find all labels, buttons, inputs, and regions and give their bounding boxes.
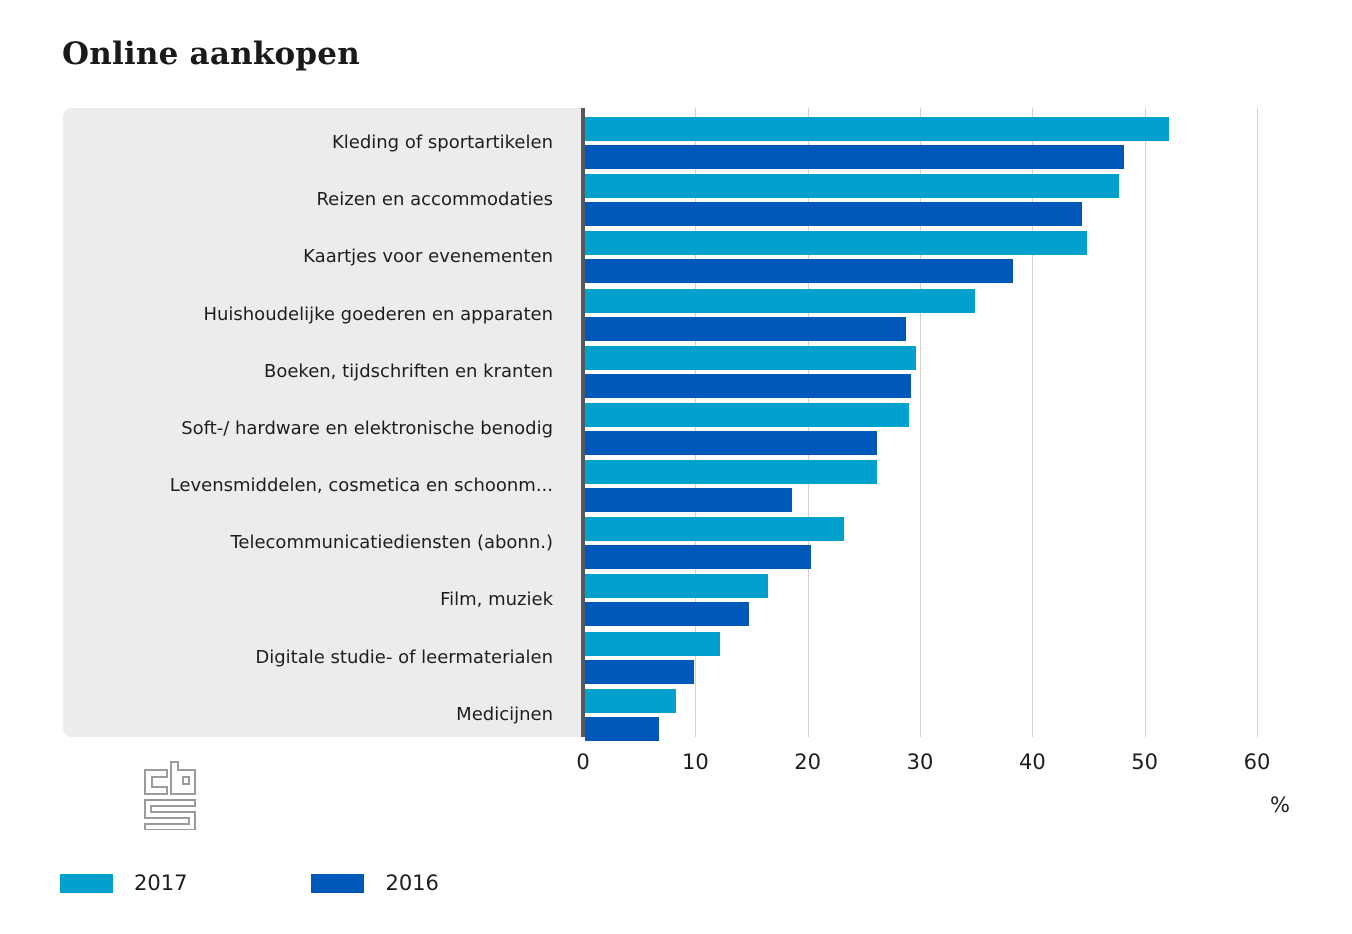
category-label: Kaartjes voor evenementen xyxy=(303,246,553,268)
gridline-60 xyxy=(1257,108,1258,737)
category-label: Soft-/ hardware en elektronische benodig xyxy=(181,417,553,439)
category-label: Levensmiddelen, cosmetica en schoonm... xyxy=(169,475,553,497)
bar-2017-category-10[interactable] xyxy=(585,631,720,656)
bar-2016-category-9[interactable] xyxy=(585,602,749,627)
bar-2016-category-6[interactable] xyxy=(585,430,878,455)
x-axis-tick-labels: 0 10 20 30 40 50 60 xyxy=(576,750,1290,778)
bar-2017-category-9[interactable] xyxy=(585,574,769,599)
bar-2017-category-8[interactable] xyxy=(585,517,845,542)
gridline-50 xyxy=(1144,108,1146,737)
bar-2016-category-2[interactable] xyxy=(585,202,1082,227)
bar-2016-category-1[interactable] xyxy=(585,145,1125,169)
bar-2017-category-7[interactable] xyxy=(585,460,878,485)
bar-2016-category-10[interactable] xyxy=(585,659,694,684)
x-tick-label-60: 60 xyxy=(1243,750,1271,774)
gridline-30 xyxy=(920,108,921,737)
cbs-logo-icon xyxy=(144,761,196,830)
bar-2016-category-8[interactable] xyxy=(585,545,811,570)
x-tick-label-20: 20 xyxy=(794,750,822,774)
chart-legend: 2017 2016 xyxy=(60,871,439,895)
bar-2016-category-4[interactable] xyxy=(585,316,907,341)
category-label: Kleding of sportartikelen xyxy=(331,132,553,153)
bar-2017-category-1[interactable] xyxy=(585,117,1170,141)
bar-2016-category-5[interactable] xyxy=(585,373,911,398)
bar-2016-category-11[interactable] xyxy=(585,716,660,741)
x-tick-label-0: 0 xyxy=(576,750,590,774)
page-title: Online aankopen xyxy=(62,36,360,72)
category-label: Reizen en accommodaties xyxy=(316,189,553,211)
x-tick-label-10: 10 xyxy=(681,750,709,774)
category-label: Boeken, tijdschriften en kranten xyxy=(263,360,553,382)
category-labels-panel: Kleding of sportartikelen Reizen en accom… xyxy=(63,108,581,830)
bar-2017-category-3[interactable] xyxy=(585,231,1088,256)
legend-label-2017: 2017 xyxy=(134,871,188,895)
x-tick-label-30: 30 xyxy=(906,750,934,774)
plot-area xyxy=(585,108,1290,741)
legend-item-2017[interactable]: 2017 xyxy=(60,871,187,895)
bar-2017-category-2[interactable] xyxy=(585,174,1119,199)
bar-2017-category-11[interactable] xyxy=(585,688,676,713)
bar-2017-category-6[interactable] xyxy=(585,402,909,427)
category-label: Film, muziek xyxy=(440,589,553,611)
bar-2017-category-4[interactable] xyxy=(585,288,975,313)
legend-item-2016[interactable]: 2016 xyxy=(311,871,439,895)
bar-2016-category-3[interactable] xyxy=(585,259,1013,284)
x-tick-label-40: 40 xyxy=(1018,750,1046,774)
category-label: Huishoudelijke goederen en apparaten xyxy=(203,303,553,325)
y-axis-line xyxy=(581,108,585,737)
category-label: Digitale studie- of leermaterialen xyxy=(255,646,553,668)
legend-swatch-2016 xyxy=(311,873,365,893)
legend-label-2016: 2016 xyxy=(385,871,439,895)
axis-unit-label: % xyxy=(1270,793,1290,817)
legend-swatch-2017 xyxy=(60,873,113,893)
bar-2017-category-5[interactable] xyxy=(585,345,917,370)
bar-2016-category-7[interactable] xyxy=(585,488,792,513)
x-tick-label-50: 50 xyxy=(1131,750,1159,774)
hamburger-menu-button[interactable] xyxy=(1283,52,1321,86)
category-label: Medicijnen xyxy=(456,703,553,725)
category-label: Telecommunicatiediensten (abonn.) xyxy=(230,532,553,554)
gridline-40 xyxy=(1032,108,1034,737)
